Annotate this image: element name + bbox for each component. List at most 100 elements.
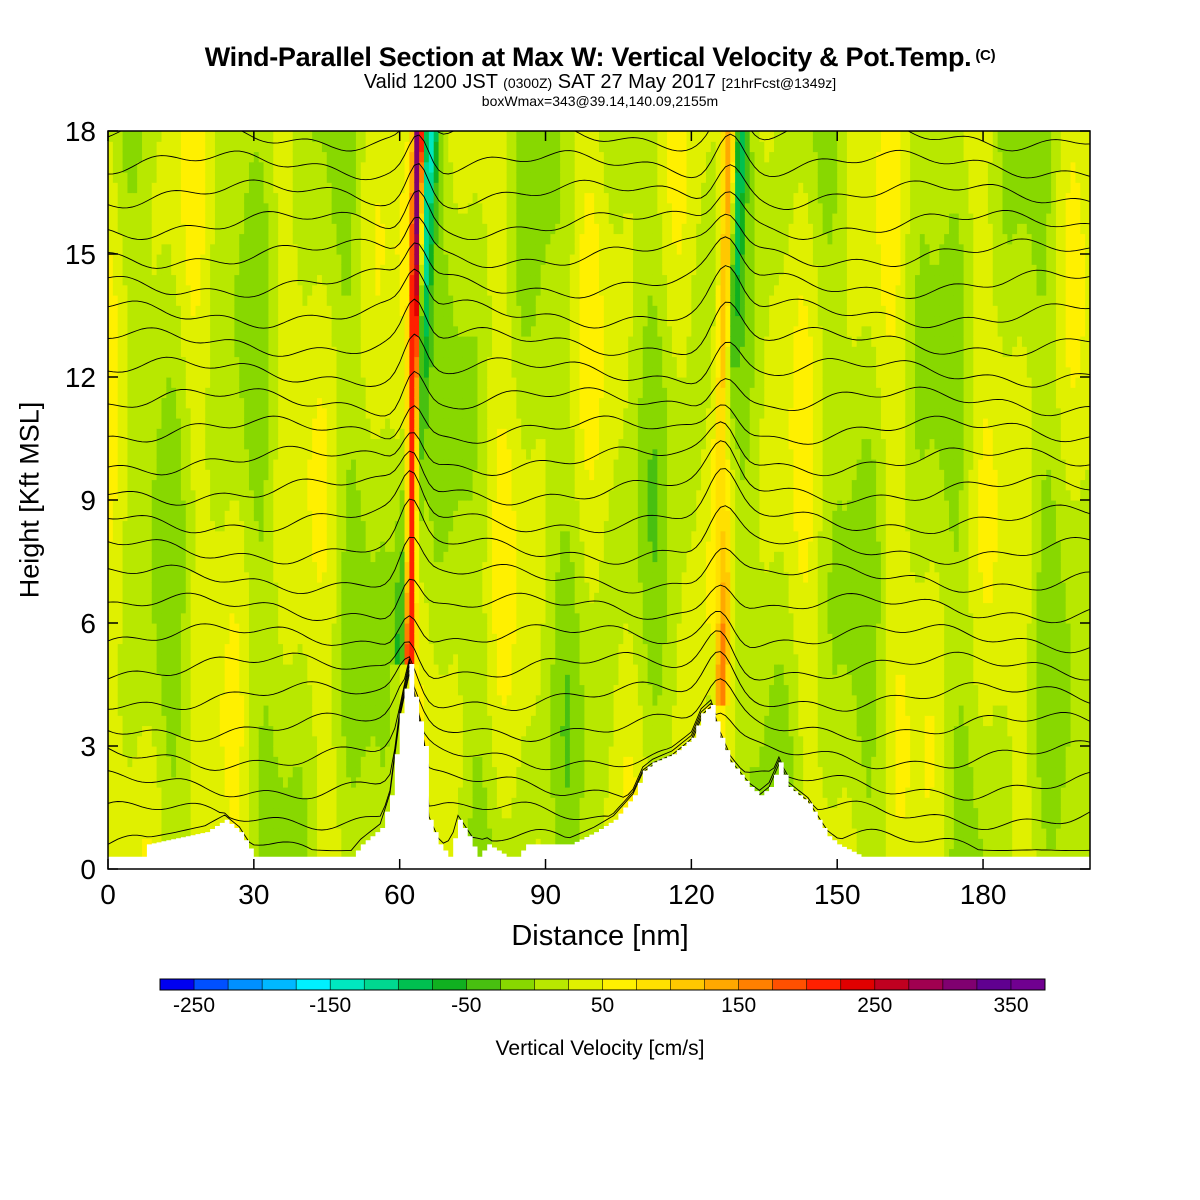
field-cell [185, 633, 192, 645]
field-cell [428, 694, 435, 706]
field-cell [433, 202, 440, 214]
field-cell [351, 684, 357, 696]
field-cell [171, 602, 177, 614]
field-cell [394, 489, 401, 501]
field-cell [112, 571, 119, 583]
field-cell [137, 766, 143, 778]
field-cell [253, 213, 260, 224]
field-cell [248, 469, 255, 481]
field-cell [336, 254, 342, 265]
field-cell [258, 612, 265, 624]
field-cell [229, 674, 235, 686]
field-cell [200, 541, 206, 552]
field-cell [151, 664, 158, 675]
field-cell [326, 192, 333, 204]
field-cell [375, 356, 381, 368]
field-cell [248, 346, 255, 358]
field-cell [346, 325, 352, 337]
field-cell [360, 602, 367, 614]
field-cell [365, 510, 372, 522]
field-cell [180, 530, 187, 542]
field-cell [380, 510, 386, 522]
field-cell [229, 161, 235, 173]
field-cell [331, 848, 338, 860]
field-cell [239, 192, 245, 204]
field-cell [117, 346, 124, 358]
field-cell [108, 643, 114, 655]
field-cell [312, 223, 318, 235]
field-cell [341, 807, 347, 819]
field-cell [127, 469, 133, 481]
field-cell [346, 787, 352, 798]
field-cell [146, 407, 153, 419]
field-cell [297, 705, 304, 716]
field-cell [331, 776, 338, 788]
field-cell [244, 438, 250, 450]
field-cell [224, 561, 231, 573]
field-cell [176, 694, 182, 706]
field-cell [190, 592, 197, 604]
field-cell [360, 151, 367, 163]
field-cell [248, 387, 255, 399]
field-cell [205, 161, 211, 173]
field-cell [185, 182, 192, 194]
field-cell [171, 828, 177, 839]
field-cell [122, 233, 129, 245]
field-cell [108, 274, 114, 286]
field-cell [214, 254, 221, 265]
field-cell [355, 623, 362, 634]
field-cell [229, 694, 235, 706]
field-cell [346, 541, 352, 552]
field-cell [234, 530, 240, 542]
field-cell [219, 694, 226, 706]
field-cell [142, 202, 148, 214]
field-cell [287, 233, 294, 245]
field-cell [200, 684, 206, 696]
field-cell [195, 366, 201, 378]
field-cell [234, 459, 240, 470]
field-cell [185, 571, 192, 583]
field-cell [171, 653, 177, 665]
field-cell [346, 817, 352, 829]
field-cell [389, 407, 396, 419]
field-cell [263, 715, 270, 727]
field-cell [127, 633, 133, 645]
field-cell [268, 172, 274, 183]
field-cell [268, 500, 274, 511]
field-cell [258, 756, 265, 768]
field-cell [346, 366, 352, 378]
field-cell [200, 397, 206, 409]
field-cell [287, 397, 294, 409]
field-cell [385, 664, 391, 675]
field-cell [321, 848, 328, 860]
field-cell [142, 571, 148, 583]
field-cell [326, 459, 333, 470]
field-cell [205, 131, 211, 142]
field-cell [399, 202, 406, 214]
field-cell [263, 418, 270, 429]
field-cell [292, 735, 299, 747]
field-cell [108, 489, 114, 501]
field-cell [244, 817, 250, 829]
field-cell [137, 612, 143, 624]
field-cell [166, 571, 172, 583]
field-cell [302, 797, 308, 809]
field-cell [127, 315, 133, 327]
field-cell [438, 725, 445, 737]
field-cell [409, 182, 415, 194]
field-cell [438, 623, 445, 634]
field-cell [156, 828, 163, 839]
field-cell [273, 602, 279, 614]
field-cell [142, 151, 148, 163]
field-cell [423, 510, 430, 522]
field-cell [278, 500, 284, 511]
field-cell [229, 551, 235, 563]
field-cell [166, 643, 172, 655]
field-cell [438, 766, 445, 778]
field-cell [244, 623, 250, 634]
field-cell [156, 254, 163, 265]
field-cell [365, 469, 372, 481]
field-cell [317, 797, 323, 809]
field-cell [219, 448, 226, 460]
field-cell [380, 397, 386, 409]
